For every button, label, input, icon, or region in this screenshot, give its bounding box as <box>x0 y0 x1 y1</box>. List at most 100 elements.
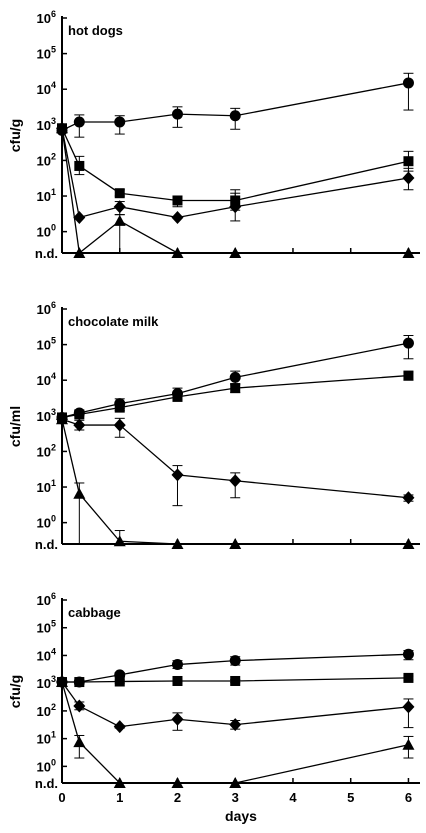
chart-panel-3: 100 101 102 103 104 105 106 n.d.0 1 2 3 4 5 6 cabbage c… <box>7 591 420 824</box>
y-tick-label: 106 <box>37 300 56 317</box>
data-point-square <box>172 195 183 206</box>
y-tick-label: 104 <box>37 371 56 388</box>
series-square <box>57 672 414 688</box>
y-tick-label: 101 <box>37 730 56 747</box>
data-point-square <box>74 677 85 688</box>
data-point-square <box>74 160 85 171</box>
data-point-diamond <box>73 699 86 713</box>
data-point-square <box>403 370 414 381</box>
series-diamond <box>56 121 415 224</box>
data-point-square <box>114 188 125 199</box>
data-point-triangle <box>171 247 184 258</box>
data-point-diamond <box>113 418 126 432</box>
data-point-circle <box>402 337 414 349</box>
data-point-square <box>403 156 414 167</box>
data-point-triangle <box>73 247 86 258</box>
data-point-square <box>114 676 125 687</box>
data-point-diamond <box>229 474 242 488</box>
data-point-diamond <box>229 200 242 214</box>
series-triangle <box>56 413 415 549</box>
series-line <box>61 128 409 255</box>
series-line <box>61 128 409 219</box>
x-axis-label: days <box>225 808 257 824</box>
data-point-diamond <box>171 712 184 726</box>
x-tick-label: 5 <box>347 790 354 805</box>
y-axis-label: cfu/g <box>7 119 23 152</box>
data-point-triangle <box>402 247 415 258</box>
data-point-diamond <box>171 210 184 224</box>
series-line <box>61 419 409 545</box>
data-point-triangle <box>73 487 86 499</box>
data-point-circle <box>229 110 241 122</box>
data-point-square <box>172 675 183 686</box>
data-point-square <box>230 383 241 394</box>
data-point-triangle <box>73 736 86 748</box>
series-line <box>61 681 409 784</box>
data-point-circle <box>114 116 126 128</box>
x-tick-label: 1 <box>116 790 123 805</box>
x-tick-label: 3 <box>232 790 239 805</box>
series-triangle <box>56 122 415 258</box>
data-point-diamond <box>171 468 184 482</box>
panel-title: cabbage <box>68 605 121 620</box>
data-point-circle <box>402 77 414 89</box>
data-point-diamond <box>113 720 126 734</box>
y-tick-label: 101 <box>37 478 56 495</box>
data-point-triangle <box>402 738 415 750</box>
y-tick-label: 103 <box>37 674 56 691</box>
data-point-triangle <box>229 777 242 788</box>
y-axis-label: cfu/ml <box>7 406 23 447</box>
data-point-diamond <box>402 491 415 505</box>
y-tick-label: 102 <box>37 151 56 168</box>
data-point-triangle <box>56 122 68 134</box>
data-point-triangle <box>113 535 126 547</box>
data-point-circle <box>229 371 241 383</box>
series-line <box>61 127 409 202</box>
data-point-square <box>74 409 85 420</box>
data-point-triangle <box>229 247 242 258</box>
y-tick-label: 104 <box>37 80 56 97</box>
chart-panel-1: 100 101 102 103 104 105 106 n.d. hot dogs cfu/g <box>7 9 420 261</box>
y-tick-label: 105 <box>37 619 56 636</box>
data-point-triangle <box>56 413 68 425</box>
data-point-triangle <box>229 538 242 549</box>
data-point-circle <box>402 648 414 660</box>
y-tick-label: 105 <box>37 336 56 353</box>
data-point-triangle <box>113 214 126 226</box>
data-point-circle <box>171 108 183 120</box>
nd-label: n.d. <box>35 246 58 261</box>
chart-panel-2: 100 101 102 103 104 105 106 n.d. chocolate milk c… <box>7 300 420 552</box>
y-tick-label: 106 <box>37 9 56 26</box>
data-point-triangle <box>113 777 126 788</box>
data-point-circle <box>229 655 241 667</box>
panel-title: chocolate milk <box>68 314 159 329</box>
x-tick-label: 6 <box>405 790 412 805</box>
data-point-triangle <box>171 538 184 549</box>
data-point-square <box>403 672 414 683</box>
data-point-diamond <box>73 418 86 432</box>
data-point-triangle <box>56 676 68 688</box>
series-circle <box>56 72 414 138</box>
y-tick-label: 102 <box>37 702 56 719</box>
panel-title: hot dogs <box>68 23 123 38</box>
x-tick-label: 2 <box>174 790 181 805</box>
data-point-square <box>230 675 241 686</box>
x-tick-label: 4 <box>289 790 297 805</box>
y-tick-label: 103 <box>37 116 56 133</box>
y-tick-label: 103 <box>37 407 56 424</box>
series-triangle <box>56 676 415 788</box>
y-tick-label: 100 <box>37 514 56 531</box>
data-point-circle <box>171 659 183 671</box>
data-point-diamond <box>229 718 242 732</box>
y-tick-label: 102 <box>37 442 56 459</box>
nd-label: n.d. <box>35 537 58 552</box>
series-diamond <box>56 412 415 507</box>
nd-label: n.d. <box>35 776 58 791</box>
data-point-square <box>114 402 125 413</box>
y-tick-label: 106 <box>37 591 56 608</box>
data-point-diamond <box>402 171 415 185</box>
y-tick-label: 104 <box>37 646 56 663</box>
x-tick-label: 0 <box>58 790 65 805</box>
y-tick-label: 100 <box>37 757 56 774</box>
